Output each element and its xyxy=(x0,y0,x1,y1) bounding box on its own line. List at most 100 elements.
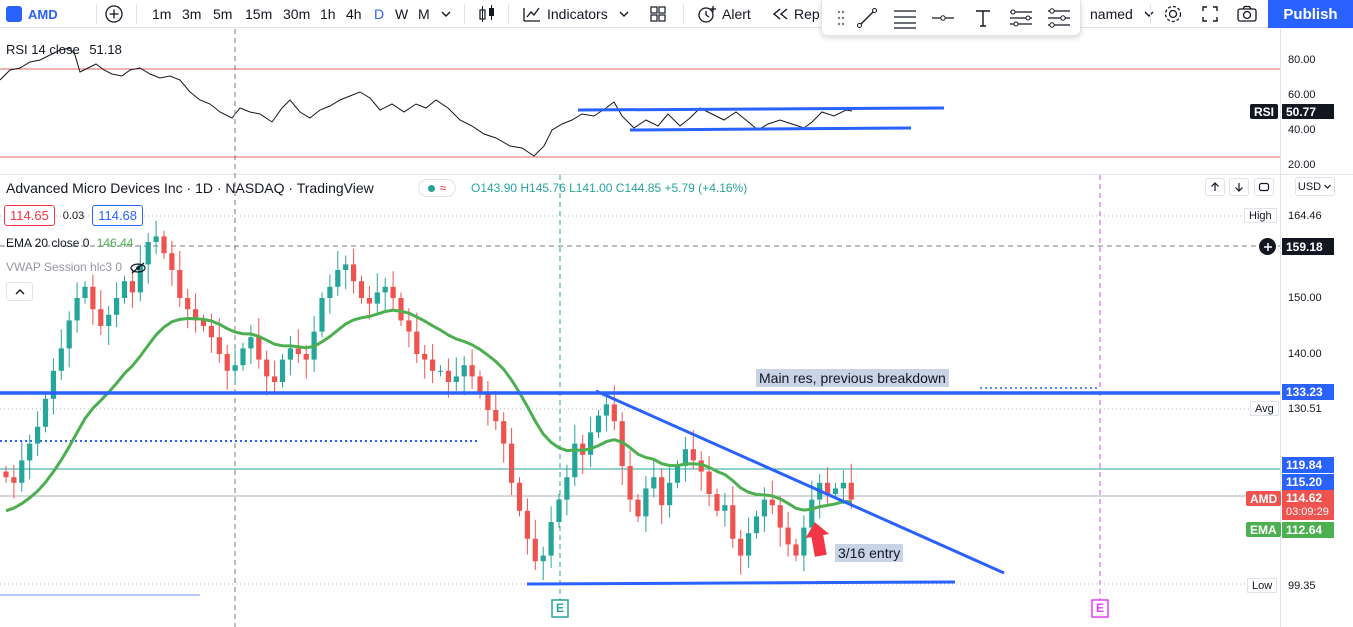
candle-body xyxy=(121,281,128,298)
more-tools[interactable] xyxy=(1044,4,1074,32)
chevron-down-icon xyxy=(441,11,451,17)
interval-1m[interactable]: 1m xyxy=(152,6,172,22)
candle-body xyxy=(216,337,222,354)
interval-1h[interactable]: 1h xyxy=(320,6,336,22)
indicators-button[interactable]: Indicators xyxy=(522,0,630,28)
alert-button[interactable]: Alert xyxy=(696,0,751,28)
candle-body xyxy=(129,281,135,293)
collapse-legend-button[interactable] xyxy=(6,282,33,301)
ema-legend-value: 146.44 xyxy=(96,236,134,250)
candle-body xyxy=(358,281,365,298)
candle-body xyxy=(414,331,420,354)
candle-body xyxy=(35,426,41,444)
replay-button[interactable]: Rep xyxy=(772,0,820,28)
entry-annotation[interactable]: 3/16 entry xyxy=(835,544,904,562)
text-tool[interactable] xyxy=(968,4,998,32)
grid-icon xyxy=(650,6,666,22)
settings-button[interactable] xyxy=(1162,0,1184,28)
candle-body xyxy=(161,236,167,254)
templates-button[interactable] xyxy=(648,0,668,28)
interval-3m[interactable]: 3m xyxy=(182,6,202,22)
candle-body xyxy=(595,415,602,433)
bid-button[interactable]: 114.65 xyxy=(4,205,55,226)
rsi-axis-60: 60.00 xyxy=(1288,89,1316,101)
rsi-channel-top[interactable] xyxy=(577,106,945,112)
candle-body xyxy=(193,309,199,321)
fullscreen-button[interactable] xyxy=(1200,0,1220,28)
horizontal-ray-tool[interactable] xyxy=(928,4,958,32)
candle-body xyxy=(840,482,846,489)
candle-body xyxy=(730,505,736,539)
candle-body xyxy=(240,348,246,366)
interval-30m[interactable]: 30m xyxy=(283,6,311,22)
publish-button[interactable]: Publish xyxy=(1268,0,1353,28)
candle-body xyxy=(611,404,617,422)
add-alert-button[interactable] xyxy=(1259,238,1276,255)
chart-title[interactable]: Advanced Micro Devices Inc · 1D · NASDAQ… xyxy=(6,180,374,196)
eye-crossed-icon[interactable] xyxy=(129,261,147,275)
maximize-icon xyxy=(1258,182,1270,192)
move-pane-down-button[interactable] xyxy=(1229,178,1249,196)
rsi-channel-bottom[interactable] xyxy=(629,126,912,132)
symbol-label: AMD xyxy=(28,6,58,22)
candle-body xyxy=(793,544,799,556)
candle-body xyxy=(303,354,309,360)
layout-name-button[interactable]: named xyxy=(1090,0,1155,28)
interval-dropdown[interactable] xyxy=(440,0,452,28)
rsi-tag-value: 50.77 xyxy=(1282,104,1334,119)
interval-4h[interactable]: 4h xyxy=(346,6,362,22)
interval-d[interactable]: D xyxy=(374,6,385,22)
resistance-annotation[interactable]: Main res, previous breakdown xyxy=(756,369,949,387)
candle-body xyxy=(106,314,112,326)
maximize-pane-button[interactable] xyxy=(1254,178,1274,196)
candle-body xyxy=(272,376,278,382)
earnings-marker-past[interactable] xyxy=(551,599,569,618)
descending-trend-line[interactable] xyxy=(595,389,1005,575)
chevron-down-icon xyxy=(1144,11,1154,17)
rsi-axis-40: 40.00 xyxy=(1288,124,1316,136)
market-open-dot-icon xyxy=(427,184,435,192)
candle-body xyxy=(785,527,791,545)
fib-tool[interactable] xyxy=(890,4,920,32)
currency-select[interactable]: USD xyxy=(1295,177,1335,196)
interval-5m[interactable]: 5m xyxy=(213,6,233,22)
candle-body xyxy=(635,499,641,517)
candle-body xyxy=(335,270,341,287)
candle-body xyxy=(19,460,25,483)
vwap-legend[interactable]: VWAP Session hlc3 0 xyxy=(6,260,147,275)
candle-body xyxy=(3,471,9,478)
top-toolbar: AMD 1m 3m 5m 15m 30m 1h 4h D W M Indicat… xyxy=(0,0,1353,28)
pattern-tool[interactable] xyxy=(1006,4,1036,32)
earnings-marker-future[interactable] xyxy=(1091,599,1109,618)
symbol-search[interactable]: AMD xyxy=(6,0,58,28)
entry-arrow-icon[interactable] xyxy=(803,520,833,558)
candle-body xyxy=(382,286,388,293)
interval-m[interactable]: M xyxy=(418,6,430,22)
ask-button[interactable]: 114.68 xyxy=(92,205,144,226)
candle-body xyxy=(509,443,515,483)
candle-body xyxy=(58,348,64,371)
avg-label: Avg xyxy=(1250,401,1279,416)
chart-type-button[interactable] xyxy=(477,0,497,28)
rsi-axis-20: 20.00 xyxy=(1288,159,1316,171)
candle-body xyxy=(627,466,633,500)
rsi-legend[interactable]: RSI 14 close 51.18 xyxy=(6,42,122,57)
move-pane-up-button[interactable] xyxy=(1205,178,1225,196)
candle-body xyxy=(366,298,372,304)
candle-body xyxy=(461,365,467,377)
current-price-value: 114.62 xyxy=(1286,491,1323,505)
drag-handle[interactable] xyxy=(826,4,856,32)
trend-line-tool[interactable] xyxy=(852,4,882,32)
compare-button[interactable] xyxy=(104,0,124,28)
ema-legend[interactable]: EMA 20 close 0 146.44 xyxy=(6,236,133,250)
candle-body xyxy=(848,482,854,500)
interval-w[interactable]: W xyxy=(395,6,409,22)
pattern-icon xyxy=(1010,9,1032,27)
interval-15m[interactable]: 15m xyxy=(245,6,273,22)
candles[interactable] xyxy=(3,220,854,581)
market-status-toggle[interactable]: ≈ xyxy=(418,179,456,197)
axis-150: 150.00 xyxy=(1288,292,1322,304)
support-line[interactable] xyxy=(526,580,956,586)
snapshot-button[interactable] xyxy=(1236,0,1258,28)
